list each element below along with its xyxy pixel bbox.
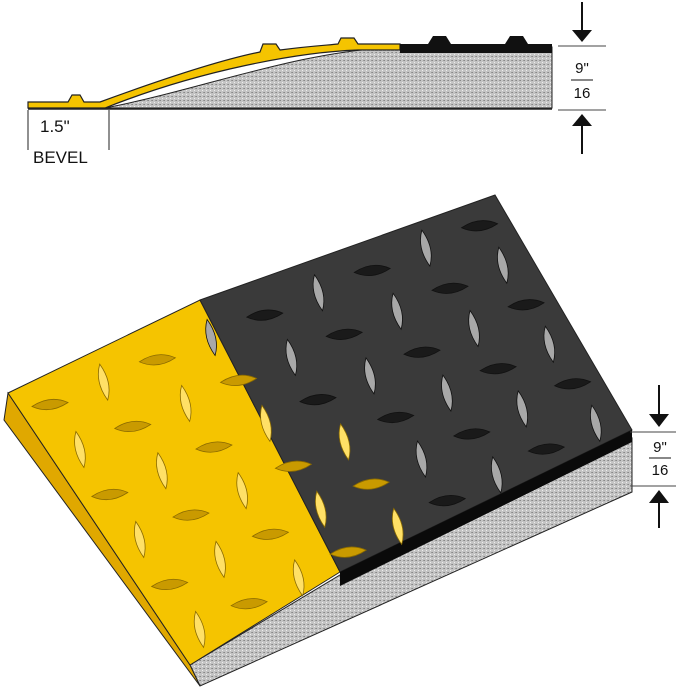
diamond-tread-7 (113, 420, 152, 433)
arrow-head-down-icon (572, 30, 592, 42)
diamond-tread-3 (133, 520, 146, 559)
diamond-tread-43 (431, 282, 469, 294)
diamond-tread-50 (507, 299, 545, 311)
diamond-tread-6 (97, 363, 110, 402)
diamond-tread-12 (138, 354, 177, 366)
arrow-head-up-icon (572, 114, 592, 126)
diamond-tread-20 (260, 404, 272, 443)
diamond-tread-8 (156, 451, 168, 490)
diamond-tread-46 (516, 389, 528, 428)
diamond-tread-33 (376, 411, 415, 424)
diamond-tread-14 (195, 441, 233, 453)
diamond-tread-9 (172, 509, 210, 521)
diamond-tread-18 (205, 318, 217, 357)
diamond-tread-26 (299, 394, 337, 406)
diamond-tread-40 (453, 428, 491, 440)
diamond-tread-44 (468, 309, 480, 348)
diamond-tread-34 (415, 440, 428, 478)
diamond-tread-pattern (31, 220, 602, 649)
mat-arrow-head-up-icon (649, 490, 669, 503)
diamond-tread-29 (391, 507, 404, 546)
diamond-tread-1 (74, 430, 86, 469)
diamond-tread-53 (590, 404, 602, 443)
mat-black-edge (340, 430, 632, 586)
diamond-tread-19 (219, 374, 258, 386)
diamond-tread-42 (420, 229, 432, 268)
diamond-tread-35 (428, 495, 467, 507)
diamond-tread-10 (214, 540, 226, 579)
profile-black-top (400, 36, 552, 53)
diamond-tread-52 (553, 378, 592, 390)
diamond-tread-15 (236, 471, 248, 510)
diamond-tread-37 (391, 292, 403, 331)
bevel-label: BEVEL (33, 148, 88, 167)
diamond-tread-51 (543, 325, 556, 364)
diamond-tread-39 (441, 374, 453, 412)
mat-arrow-head-down-icon (649, 414, 669, 427)
diamond-tread-27 (338, 422, 351, 461)
diamond-tread-24 (245, 309, 284, 321)
profile-yellow-top (27, 37, 401, 109)
diamond-tread-13 (179, 384, 192, 423)
diamond-tread-28 (352, 478, 390, 490)
diamond-tread-45 (479, 363, 517, 375)
diamond-tread-36 (353, 264, 392, 277)
diamond-tread-16 (251, 528, 290, 540)
diamond-tread-38 (403, 346, 441, 358)
diamond-tread-47 (527, 443, 566, 455)
diamond-tread-4 (150, 578, 189, 591)
cross-section-profile: 1.5" BEVEL 9" 16 (27, 2, 606, 167)
bevel-width-label: 1.5" (40, 117, 70, 136)
diamond-tread-32 (364, 357, 376, 395)
thickness-denominator: 16 (574, 85, 591, 102)
mat-thickness-denominator: 16 (652, 462, 669, 479)
diamond-tread-17 (292, 559, 305, 597)
diamond-tread-23 (329, 546, 368, 558)
diamond-tread-21 (274, 460, 313, 472)
diamond-tread-11 (230, 598, 268, 610)
mat-thickness-numerator: 9" (653, 439, 667, 456)
diamond-tread-22 (314, 490, 327, 529)
diamond-tread-31 (325, 328, 364, 340)
mat-illustration: 9" 16 (3, 194, 676, 687)
diamond-tread-30 (312, 273, 325, 312)
diamond-tread-48 (460, 220, 499, 232)
diamond-tread-41 (490, 455, 503, 494)
diamond-tread-25 (285, 338, 298, 377)
diamond-tread-49 (497, 246, 509, 285)
thickness-numerator: 9" (575, 60, 589, 77)
diamond-tread-2 (91, 488, 129, 501)
diamond-tread-5 (193, 610, 206, 649)
diamond-tread-0 (31, 398, 69, 411)
